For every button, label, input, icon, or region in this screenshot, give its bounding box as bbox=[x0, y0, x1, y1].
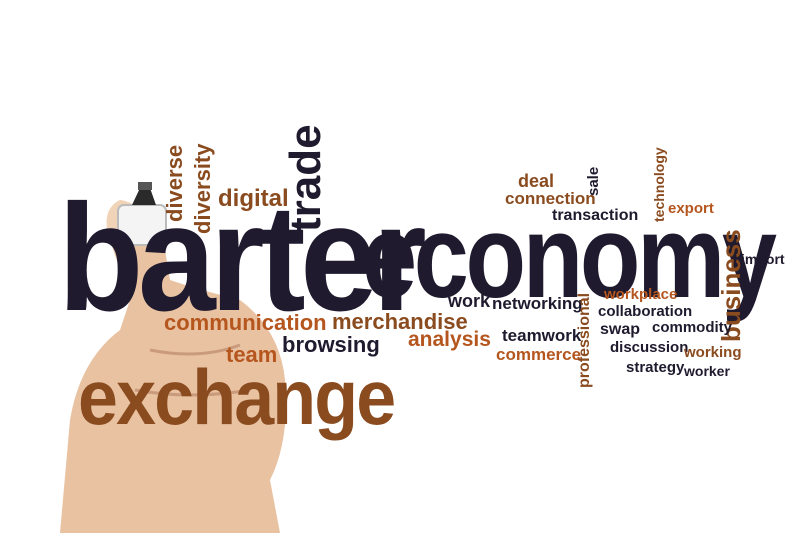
word-trade: trade bbox=[281, 124, 330, 232]
word-deal: deal bbox=[518, 171, 555, 191]
word-team: team bbox=[226, 342, 278, 367]
word-worker: worker bbox=[684, 363, 730, 379]
word-collaboration: collaboration bbox=[598, 303, 693, 320]
word-import: import bbox=[741, 251, 785, 267]
word-work: work bbox=[448, 291, 491, 311]
word-exchange: exchange bbox=[78, 353, 396, 441]
word-browsing: browsing bbox=[282, 332, 380, 357]
word-digital: digital bbox=[218, 185, 289, 212]
word-barter: barter bbox=[58, 173, 427, 343]
word-commerce: commerce bbox=[496, 345, 582, 364]
word-diversity: diversity bbox=[190, 143, 215, 235]
word-connection: connection bbox=[505, 189, 596, 208]
word-commodity: commodity bbox=[652, 319, 733, 336]
word-transaction: transaction bbox=[552, 207, 639, 224]
word-technology: technology bbox=[651, 147, 667, 222]
word-working: working bbox=[684, 344, 742, 361]
word-economy: economy bbox=[362, 191, 777, 323]
word-networking: networking bbox=[492, 294, 583, 313]
word-workplace: workplace bbox=[604, 286, 678, 303]
word-swap: swap bbox=[600, 321, 641, 338]
word-sale: sale bbox=[585, 166, 602, 196]
word-export: export bbox=[668, 200, 714, 217]
word-teamwork: teamwork bbox=[502, 326, 582, 345]
word-merchandise: merchandise bbox=[332, 309, 468, 334]
word-diverse: diverse bbox=[162, 144, 187, 222]
word-discussion: discussion bbox=[610, 339, 689, 356]
word-analysis: analysis bbox=[408, 328, 491, 351]
word-strategy: strategy bbox=[626, 359, 685, 376]
marker-icon bbox=[117, 182, 167, 246]
word-communication: communication bbox=[164, 310, 327, 335]
